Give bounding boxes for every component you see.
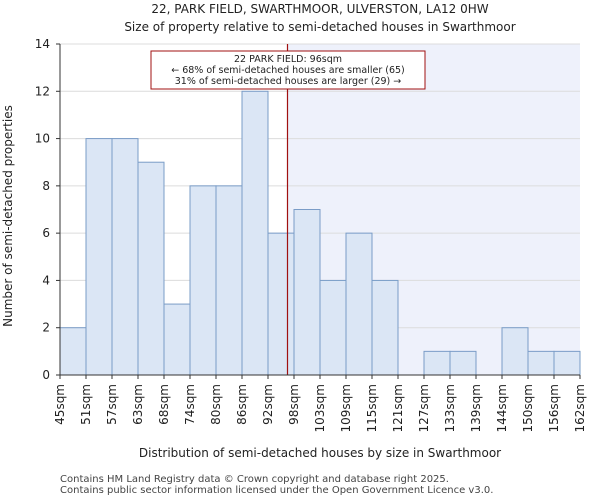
bar-86sqm bbox=[241, 90, 269, 376]
annotation-line-2: ← 68% of semi-detached houses are smalle… bbox=[171, 65, 405, 76]
bar-57sqm bbox=[111, 138, 139, 376]
x-tick-label: 115sqm bbox=[365, 384, 379, 432]
x-tick-label: 109sqm bbox=[339, 384, 353, 432]
bar-150sqm bbox=[527, 350, 555, 376]
y-tick-label: 10 bbox=[35, 132, 50, 146]
bar-80sqm bbox=[215, 185, 243, 376]
annotation-line-1: 22 PARK FIELD: 96sqm bbox=[234, 54, 342, 65]
x-tick-label: 139sqm bbox=[469, 384, 483, 432]
x-tick-label: 74sqm bbox=[183, 384, 197, 425]
x-tick-label: 144sqm bbox=[495, 384, 509, 432]
x-tick-label: 103sqm bbox=[313, 384, 327, 432]
bar-156sqm bbox=[553, 350, 581, 376]
x-axis-ticks: 45sqm 51sqm 57sqm 63sqm 68sqm 74sqm 80sqm 86sqm… bbox=[53, 375, 587, 432]
y-axis-label: Number of semi-detached properties bbox=[1, 105, 15, 327]
y-tick-label: 12 bbox=[35, 84, 50, 98]
x-tick-label: 86sqm bbox=[235, 384, 249, 425]
y-tick-label: 4 bbox=[42, 273, 50, 287]
bar-127sqm bbox=[423, 350, 451, 376]
plot-area: 0 2 4 6 8 10 12 14 45sqm 51sqm 57sqm 63sqm 68sqm 74s… bbox=[35, 37, 587, 432]
x-tick-label: 68sqm bbox=[157, 384, 171, 425]
y-tick-label: 2 bbox=[42, 321, 50, 335]
y-tick-label: 8 bbox=[42, 179, 50, 193]
y-axis-ticks: 0 2 4 6 8 10 12 14 bbox=[35, 37, 60, 382]
bar-115sqm bbox=[371, 279, 399, 376]
x-tick-label: 92sqm bbox=[261, 384, 275, 425]
bar-68sqm bbox=[163, 303, 191, 376]
x-tick-label: 57sqm bbox=[105, 384, 119, 425]
x-tick-label: 162sqm bbox=[573, 384, 587, 432]
x-tick-label: 80sqm bbox=[209, 384, 223, 425]
bar-109sqm bbox=[345, 232, 373, 376]
annotation-box: 22 PARK FIELD: 96sqm ← 68% of semi-detac… bbox=[150, 50, 426, 90]
bar-103sqm bbox=[319, 279, 347, 376]
bar-45sqm bbox=[59, 327, 87, 376]
chart-title: 22, PARK FIELD, SWARTHMOOR, ULVERSTON, L… bbox=[151, 2, 488, 16]
bar-98sqm bbox=[293, 209, 321, 376]
x-tick-label: 121sqm bbox=[391, 384, 405, 432]
x-tick-label: 150sqm bbox=[521, 384, 535, 432]
bar-51sqm bbox=[85, 138, 113, 376]
x-tick-label: 98sqm bbox=[287, 384, 301, 425]
y-tick-label: 14 bbox=[35, 37, 50, 51]
x-tick-label: 51sqm bbox=[79, 384, 93, 425]
footer-attribution-2: Contains public sector information licen… bbox=[60, 485, 494, 496]
bar-74sqm bbox=[189, 185, 217, 376]
x-tick-label: 156sqm bbox=[547, 384, 561, 432]
y-tick-label: 0 bbox=[42, 368, 50, 382]
x-tick-label: 133sqm bbox=[443, 384, 457, 432]
bar-63sqm bbox=[137, 161, 165, 376]
bar-92sqm bbox=[267, 232, 295, 376]
x-axis-label: Distribution of semi-detached houses by … bbox=[139, 446, 501, 460]
bars bbox=[59, 90, 581, 376]
bar-144sqm bbox=[501, 327, 529, 376]
x-tick-label: 45sqm bbox=[53, 384, 67, 425]
x-tick-label: 63sqm bbox=[131, 384, 145, 425]
bar-133sqm bbox=[449, 350, 477, 376]
footer-attribution-1: Contains HM Land Registry data © Crown c… bbox=[60, 474, 449, 485]
chart-subtitle: Size of property relative to semi-detach… bbox=[124, 20, 515, 34]
y-tick-label: 6 bbox=[42, 226, 50, 240]
annotation-line-3: 31% of semi-detached houses are larger (… bbox=[175, 76, 402, 87]
x-tick-label: 127sqm bbox=[417, 384, 431, 432]
